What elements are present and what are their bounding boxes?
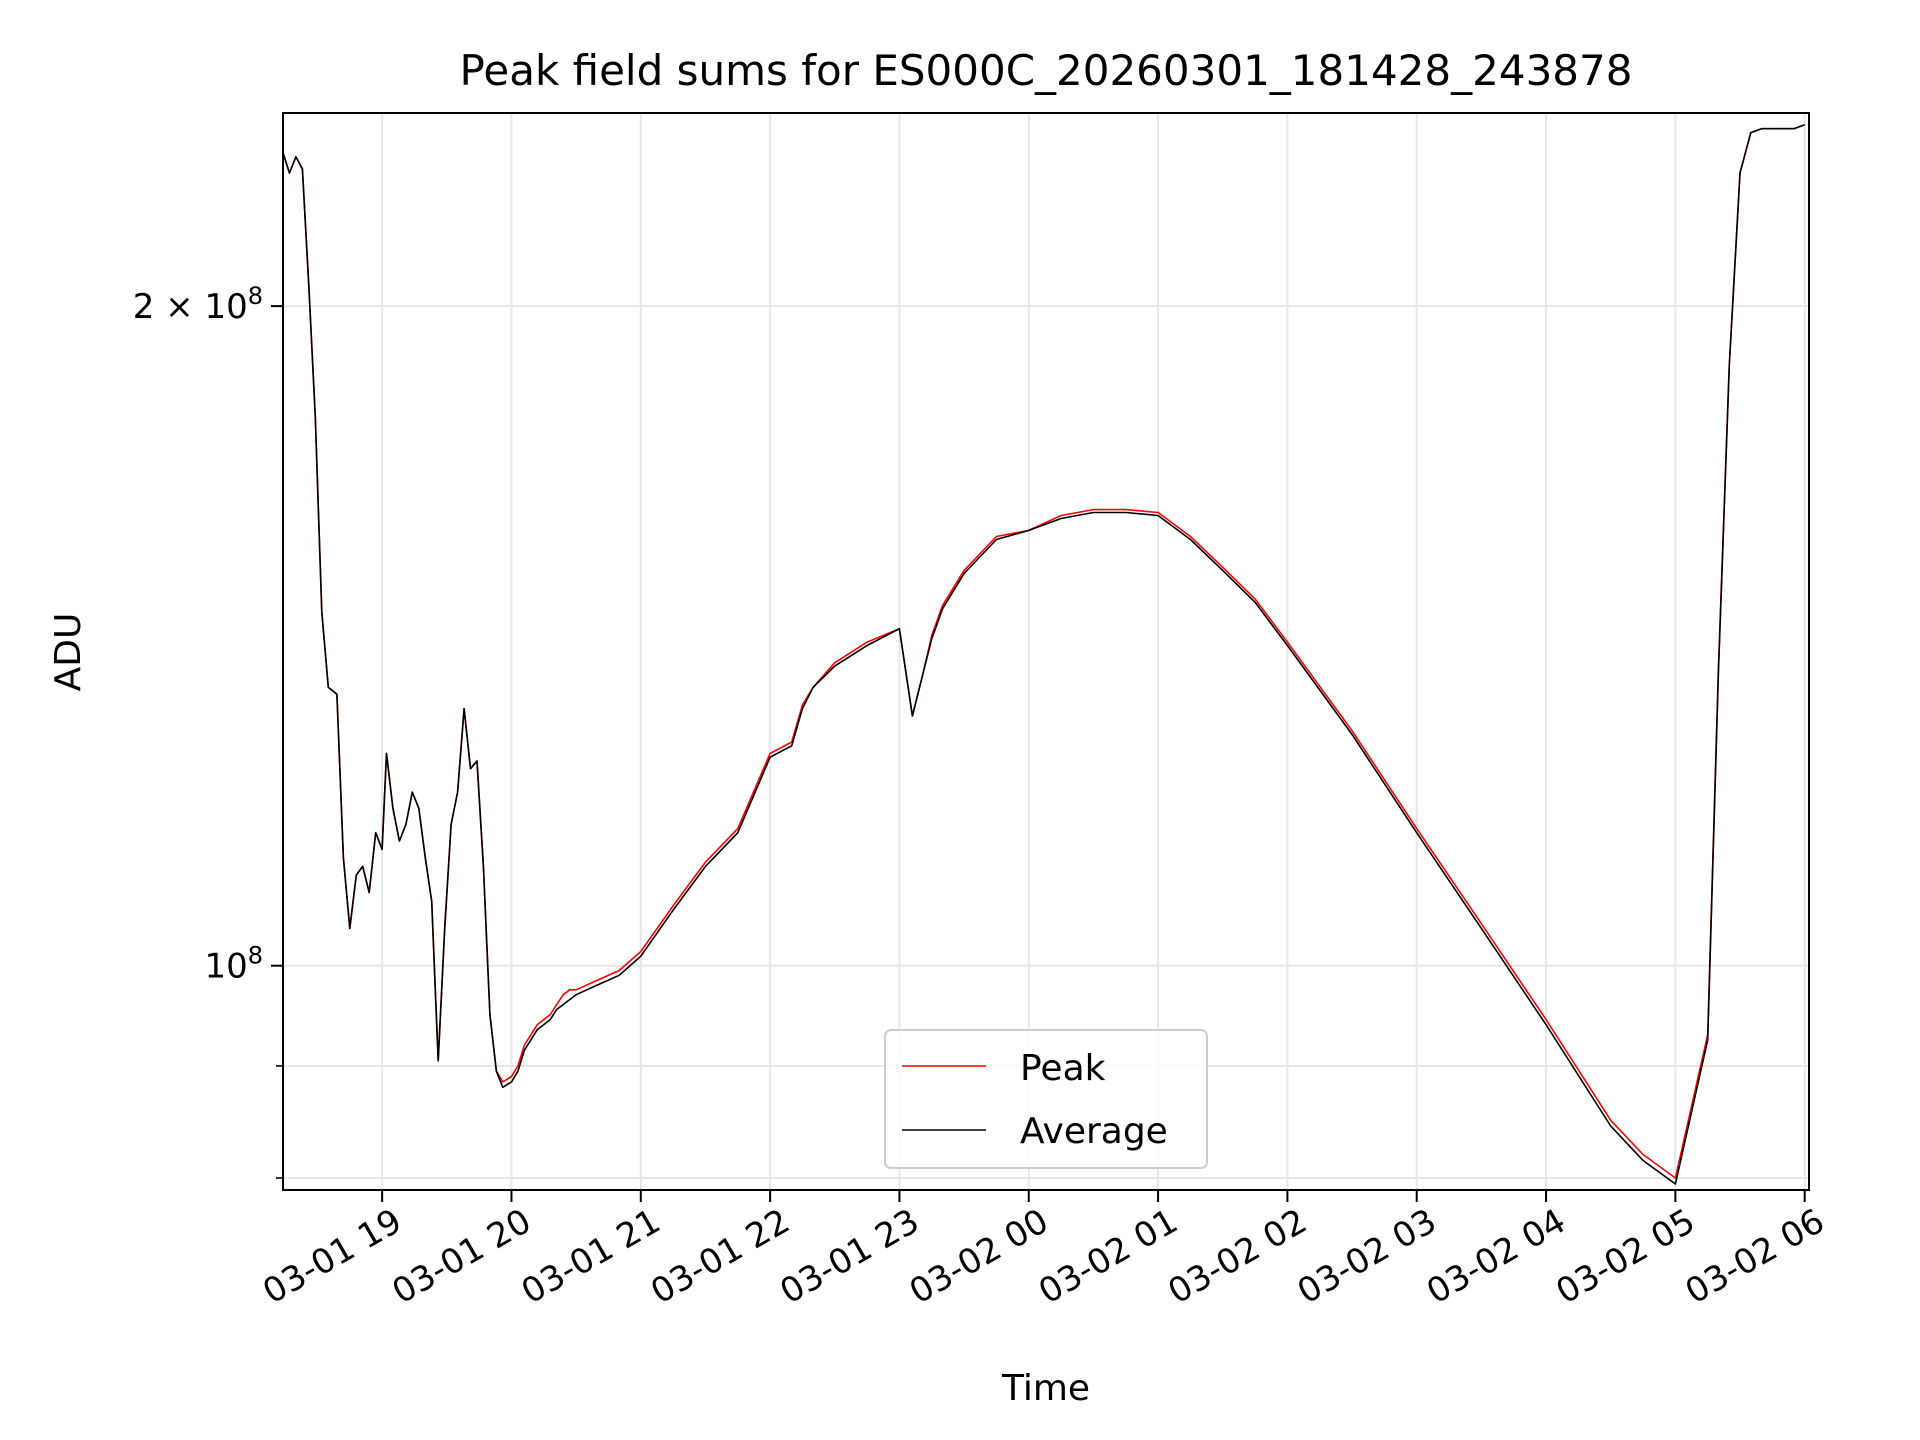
grid	[283, 113, 1809, 1190]
legend-box	[884, 1029, 1208, 1169]
legend-label-average: Average	[1020, 1111, 1168, 1152]
y-axis-label: ADU	[48, 613, 89, 692]
legend-label-peak: Peak	[1020, 1048, 1106, 1089]
series-lines	[282, 123, 1805, 1185]
legend: Peak Average	[884, 1029, 1208, 1169]
x-axis-label: Time	[1001, 1368, 1090, 1409]
plot-area-frame	[282, 112, 1810, 1191]
y-tick-label: 2 × 108	[133, 282, 263, 327]
series-line-average	[282, 123, 1805, 1185]
chart-title: Peak field sums for ES000C_20260301_1814…	[460, 46, 1633, 95]
